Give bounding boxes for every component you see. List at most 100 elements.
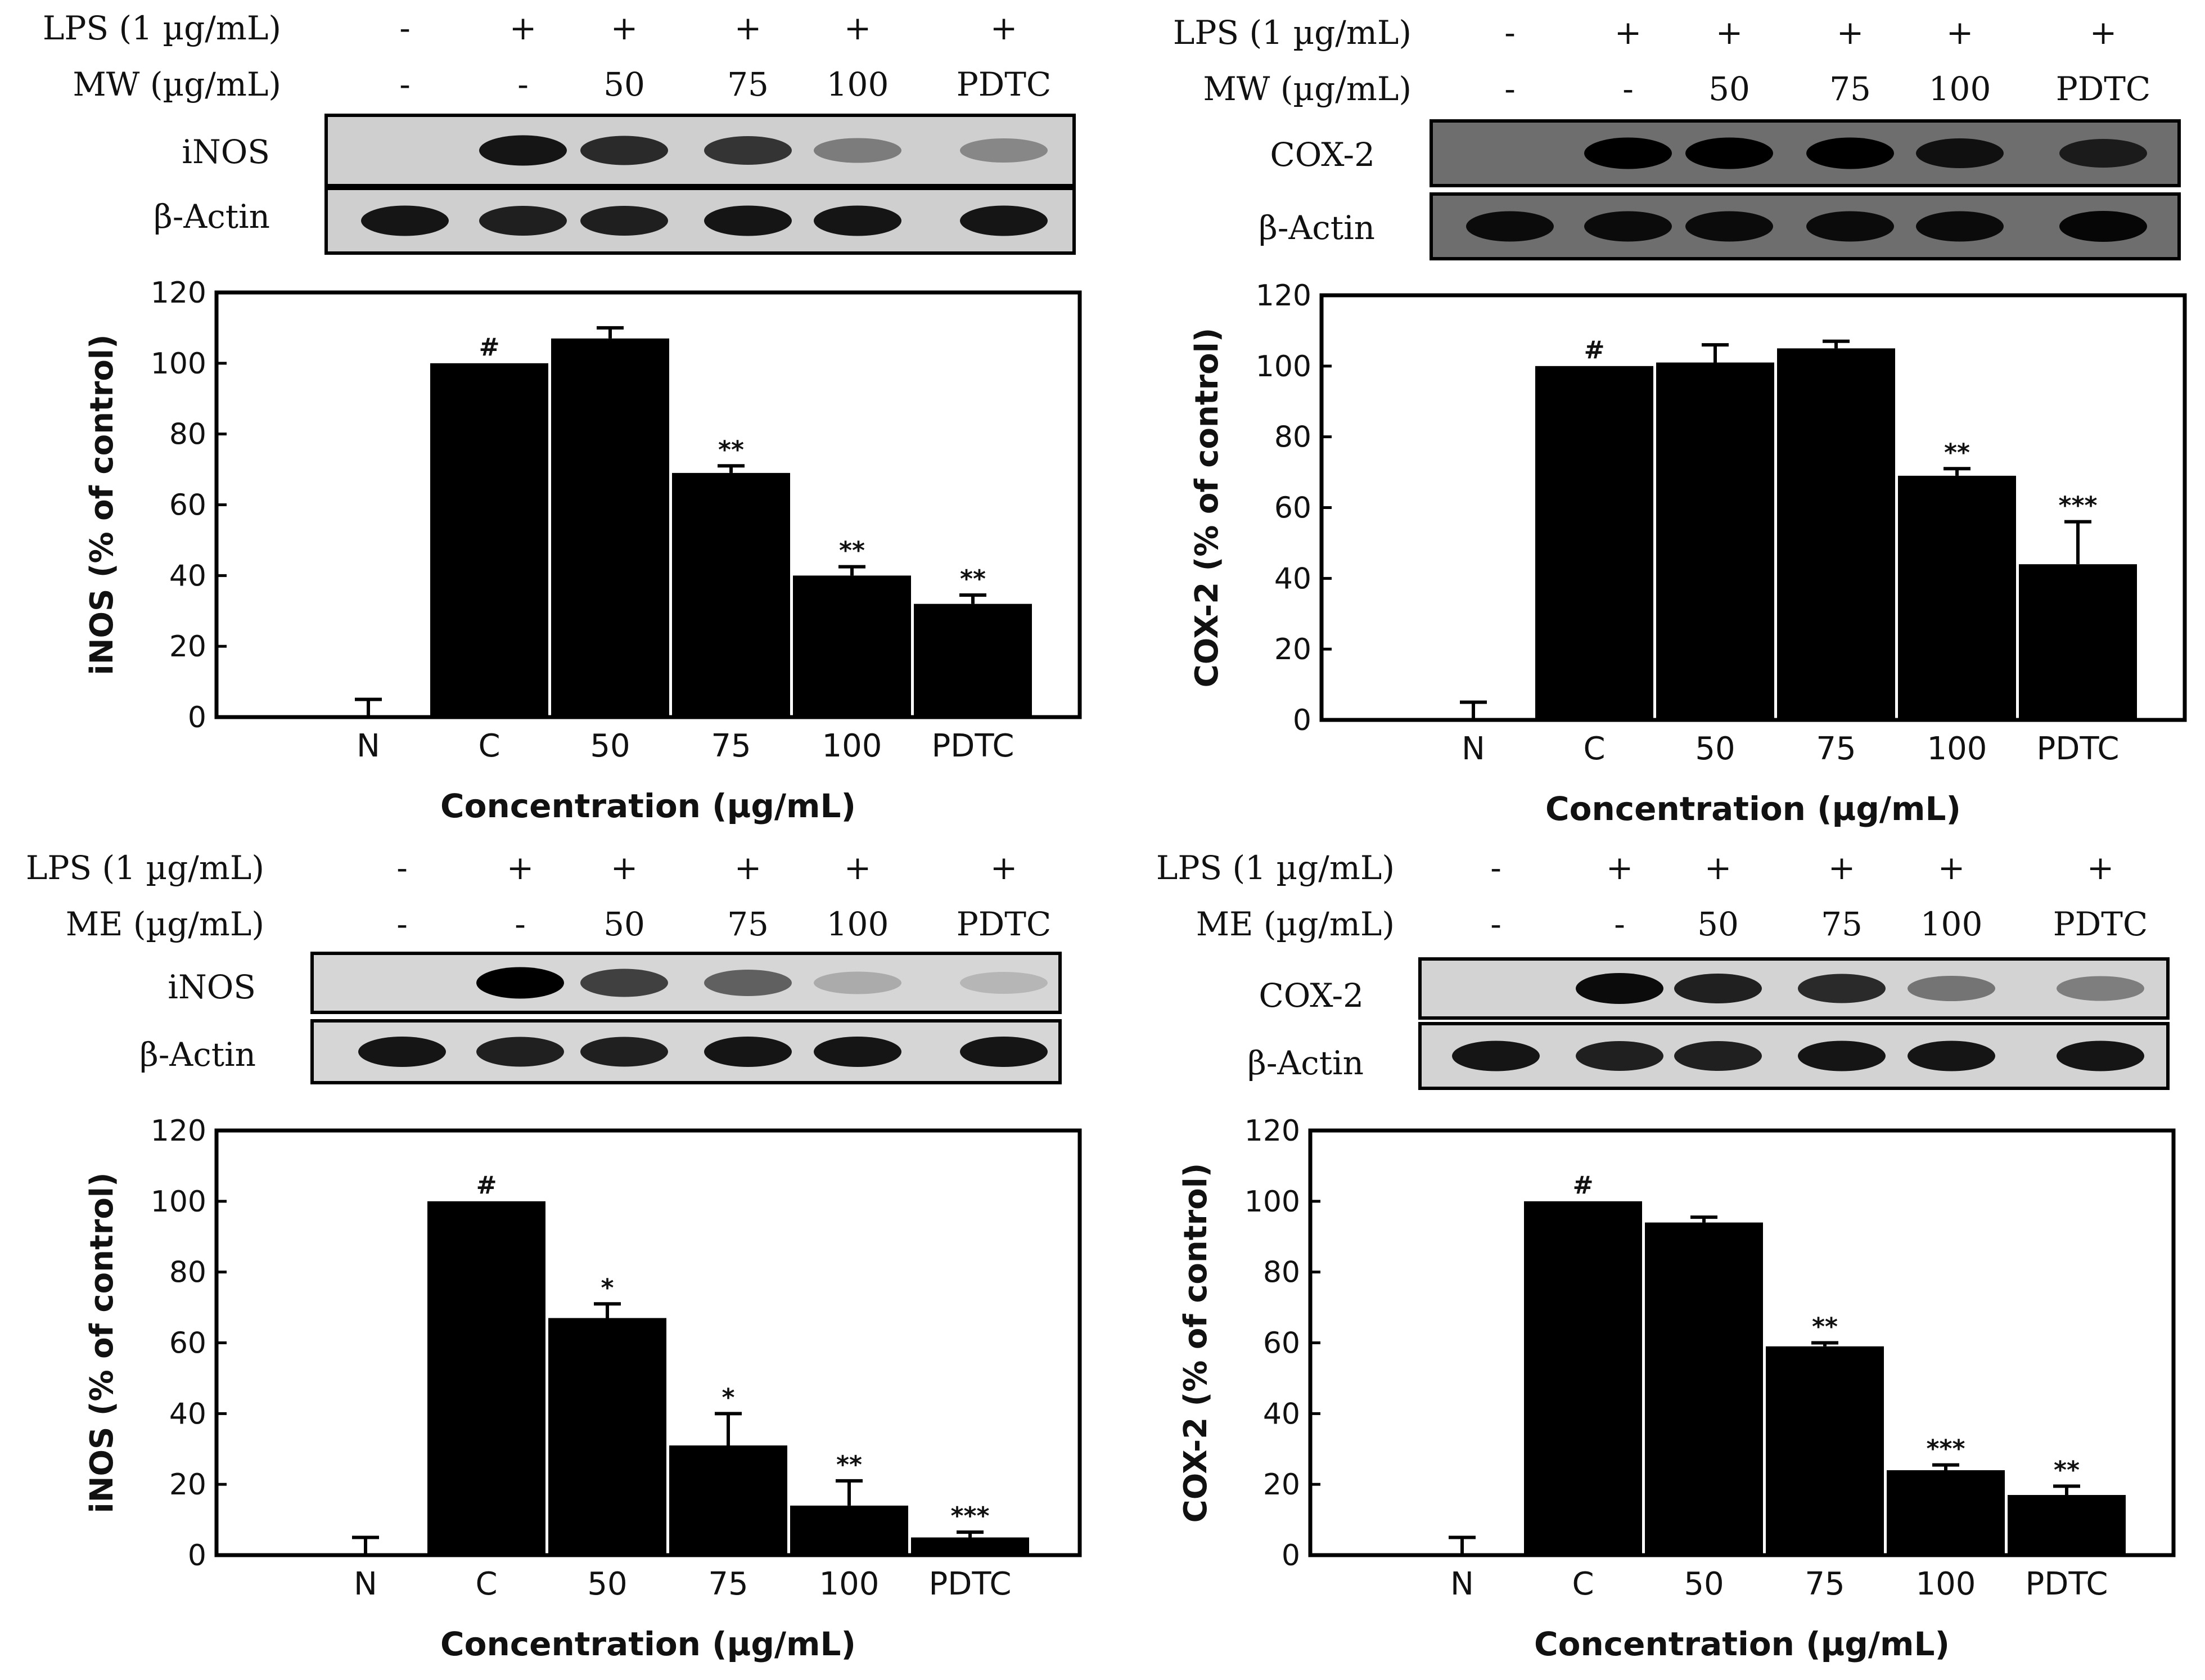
- target-band: [814, 971, 901, 994]
- target-blot-label: COX-2: [1270, 136, 1375, 174]
- x-axis-label: Concentration (µg/mL): [440, 1625, 856, 1663]
- target-band: [1584, 137, 1672, 169]
- treatment-value: +: [507, 849, 534, 887]
- significance-mark: **: [1944, 438, 1970, 467]
- treatment-value: PDTC: [2053, 905, 2148, 943]
- target-band: [960, 972, 1048, 994]
- bar-PDTC: [2019, 564, 2137, 720]
- significance-mark: ***: [2058, 492, 2097, 520]
- target-blot-label: iNOS: [168, 968, 256, 1006]
- y-tick-label: 100: [1244, 1185, 1300, 1219]
- treatment-row-label-1: LPS (1 µg/mL): [43, 9, 281, 47]
- actin-band: [580, 206, 668, 236]
- y-tick-label: 20: [169, 630, 206, 664]
- y-tick-label: 80: [169, 1256, 206, 1290]
- actin-blot-strip: [324, 187, 1076, 255]
- target-band: [960, 138, 1048, 163]
- target-blot-label: COX-2: [1259, 976, 1364, 1015]
- treatment-value: +: [844, 849, 872, 887]
- actin-band: [1452, 1041, 1540, 1071]
- y-tick-label: 80: [169, 418, 206, 452]
- y-tick-label: 0: [188, 701, 206, 735]
- y-tick-label: 40: [1274, 562, 1311, 596]
- bar-100: [1898, 475, 2016, 720]
- x-tick-label: N: [1462, 731, 1485, 767]
- treatment-value: -: [399, 9, 411, 47]
- y-tick-label: 20: [169, 1468, 206, 1502]
- bar-75: [672, 472, 790, 717]
- significance-mark: #: [479, 333, 500, 362]
- panel-3: LPS (1 µg/mL) - + + + + + ME (µg/mL) - - 50 75 100 PD…: [26, 849, 1082, 1663]
- bar-PDTC: [2008, 1495, 2126, 1555]
- treatment-row-label-1: LPS (1 µg/mL): [26, 849, 264, 887]
- actin-band: [960, 1037, 1048, 1067]
- treatment-value: +: [2087, 849, 2114, 887]
- y-tick-label: 100: [151, 347, 206, 381]
- y-tick-label: 0: [1293, 704, 1311, 737]
- x-tick-label: N: [354, 1566, 377, 1602]
- target-band: [1806, 137, 1894, 169]
- y-tick-label: 80: [1274, 421, 1311, 454]
- y-tick-label: 60: [169, 489, 206, 523]
- target-blot-strip: [310, 952, 1062, 1014]
- bar-C: [427, 1201, 545, 1555]
- x-axis-label: Concentration (µg/mL): [1545, 790, 1961, 828]
- target-band: [704, 970, 792, 996]
- treatment-value: -: [399, 65, 411, 103]
- x-tick-label: 75: [711, 728, 751, 764]
- significance-mark: **: [836, 1451, 862, 1479]
- bar-50: [551, 338, 669, 717]
- y-tick-label: 60: [1274, 492, 1311, 525]
- actin-band: [960, 205, 1048, 236]
- significance-mark: **: [2054, 1456, 2080, 1484]
- panel-1: LPS (1 µg/mL) - + + + + + MW (µg/mL) - - 50 75 100 PD…: [43, 9, 1082, 825]
- x-tick-label: 75: [1816, 731, 1856, 767]
- treatment-value: +: [1705, 849, 1732, 887]
- y-tick-label: 20: [1274, 633, 1311, 666]
- target-band: [704, 136, 792, 165]
- y-tick-label: 60: [169, 1327, 206, 1361]
- target-band: [580, 136, 668, 165]
- bar-100: [790, 1505, 908, 1555]
- significance-mark: **: [1812, 1313, 1838, 1341]
- treatment-value: -: [1504, 13, 1516, 52]
- x-tick-label: 50: [1695, 731, 1735, 767]
- treatment-value: -: [396, 905, 408, 943]
- treatment-value: -: [1504, 70, 1516, 108]
- target-band: [1674, 974, 1762, 1003]
- treatment-value: PDTC: [957, 65, 1052, 103]
- significance-mark: **: [839, 537, 865, 565]
- target-band: [476, 967, 564, 999]
- treatment-value: PDTC: [957, 905, 1052, 943]
- significance-mark: *: [601, 1273, 614, 1302]
- treatment-value: +: [1615, 13, 1642, 52]
- actin-band: [814, 1037, 901, 1067]
- significance-mark: #: [476, 1171, 497, 1200]
- treatment-value: +: [1716, 13, 1743, 52]
- treatment-value: +: [990, 849, 1018, 887]
- actin-band: [358, 1037, 446, 1067]
- treatment-value: +: [1606, 849, 1634, 887]
- actin-blot-label: β-Actin: [1247, 1044, 1364, 1082]
- target-band: [1916, 138, 2004, 168]
- actin-band: [2059, 211, 2147, 242]
- y-axis-label: COX-2 (% of control): [1178, 1163, 1214, 1523]
- significance-mark: **: [960, 565, 986, 593]
- significance-mark: #: [1573, 1171, 1594, 1200]
- actin-band: [2057, 1041, 2144, 1071]
- bar-75: [1777, 348, 1895, 720]
- x-tick-label: PDTC: [929, 1566, 1012, 1602]
- treatment-row-label-2: MW (µg/mL): [1203, 70, 1412, 108]
- panel-2: LPS (1 µg/mL) - + + + + + MW (µg/mL) - - 50 75 100 PD…: [1173, 13, 2187, 828]
- significance-mark: #: [1584, 336, 1605, 364]
- treatment-row-label-1: LPS (1 µg/mL): [1173, 13, 1412, 52]
- actin-blot-label: β-Actin: [139, 1035, 256, 1074]
- treatment-value: -: [396, 849, 408, 887]
- bar-75: [1766, 1346, 1884, 1555]
- x-tick-label: N: [357, 728, 380, 764]
- actin-band: [1584, 211, 1672, 242]
- actin-blot-label: β-Actin: [154, 197, 270, 236]
- x-tick-label: 75: [1805, 1566, 1845, 1602]
- significance-mark: *: [722, 1383, 734, 1412]
